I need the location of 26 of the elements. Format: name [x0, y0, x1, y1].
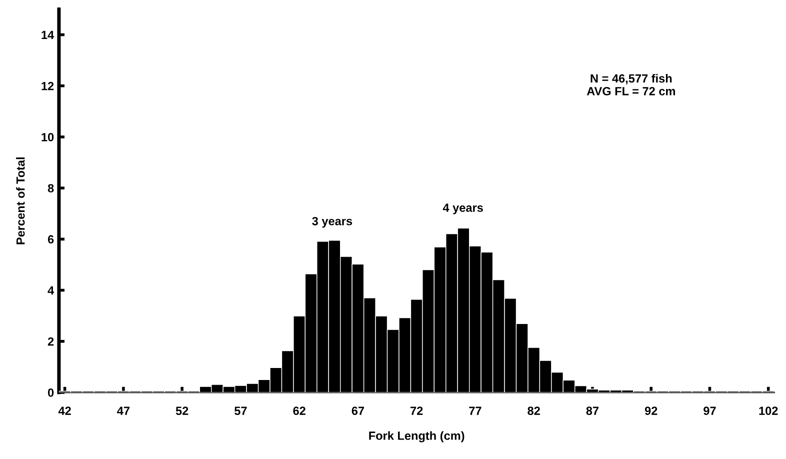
x-tick-label: 57	[234, 406, 247, 416]
annotation: N = 46,577 fish AVG FL = 72 cm	[586, 74, 675, 96]
x-tick-label: 42	[58, 406, 71, 415]
y-tick-label: 0	[48, 388, 54, 397]
x-axis-title: Fork Length (cm)	[369, 431, 464, 442]
y-tick-label: 2	[48, 337, 54, 346]
y-tick-label: 12	[42, 82, 54, 90]
x-tick-label: 97	[704, 406, 716, 416]
annotation: 4 years	[442, 204, 483, 214]
y-tick-label: 4	[48, 286, 54, 295]
y-tick-label: 10	[42, 132, 54, 142]
x-tick-label: 102	[759, 406, 778, 416]
x-tick-label: 52	[176, 406, 188, 416]
y-tick-label: 6	[48, 235, 54, 244]
y-tick-label: 14	[42, 30, 54, 40]
y-tick-label: 8	[48, 184, 54, 192]
x-tick-label: 62	[293, 406, 306, 416]
annotation: 3 years	[312, 216, 352, 228]
x-tick-label: 67	[352, 406, 364, 416]
x-tick-label: 47	[117, 406, 130, 415]
x-tick-label: 72	[410, 406, 423, 415]
x-tick-label: 87	[586, 406, 599, 416]
y-axis-title: Percent of Total	[16, 157, 25, 244]
x-tick-label: 77	[469, 406, 482, 415]
x-tick-label: 82	[528, 406, 540, 416]
x-tick-label: 92	[644, 406, 658, 416]
